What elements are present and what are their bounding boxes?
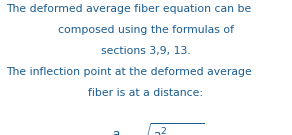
Text: sections 3,9, 13.: sections 3,9, 13. bbox=[101, 46, 191, 56]
Text: composed using the formulas of: composed using the formulas of bbox=[58, 25, 234, 35]
Text: $x = \dfrac{a}{2} \pm \sqrt{\dfrac{a^2}{4} - ca}$: $x = \dfrac{a}{2} \pm \sqrt{\dfrac{a^2}{… bbox=[87, 121, 205, 135]
Text: The deformed average fiber equation can be: The deformed average fiber equation can … bbox=[6, 4, 251, 14]
Text: fiber is at a distance:: fiber is at a distance: bbox=[88, 88, 204, 98]
Text: The inflection point at the deformed average: The inflection point at the deformed ave… bbox=[6, 67, 252, 77]
